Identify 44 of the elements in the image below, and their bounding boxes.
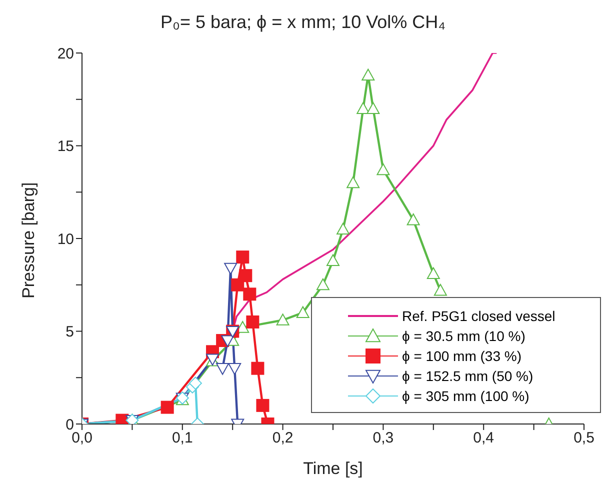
point bbox=[376, 163, 390, 176]
x-tick-label: 0,5 bbox=[574, 430, 594, 447]
point bbox=[362, 68, 375, 81]
point bbox=[239, 269, 252, 282]
point bbox=[236, 250, 250, 264]
x-axis-title: Time [s] bbox=[303, 459, 363, 478]
point bbox=[276, 314, 290, 326]
point bbox=[366, 102, 380, 114]
point bbox=[160, 400, 174, 414]
x-tick-label: 0,4 bbox=[473, 430, 494, 447]
point bbox=[216, 363, 230, 375]
point bbox=[228, 363, 242, 375]
y-axis-title: Pressure [barg] bbox=[19, 182, 38, 298]
x-tick-label: 0,0 bbox=[72, 430, 92, 447]
point bbox=[406, 213, 420, 226]
point bbox=[188, 376, 202, 390]
x-tick-label: 0,1 bbox=[172, 430, 193, 447]
point bbox=[426, 267, 440, 280]
point bbox=[224, 262, 238, 275]
chart-title: P₀= 5 bara; ϕ = x mm; 10 Vol% CH₄ bbox=[159, 12, 446, 33]
y-tick-label: 20 bbox=[57, 45, 74, 62]
point bbox=[251, 362, 264, 375]
point bbox=[336, 222, 350, 235]
point bbox=[346, 176, 360, 188]
legend-label: ϕ = 30.5 mm (10 %) bbox=[402, 328, 526, 344]
legend-label: ϕ = 100 mm (33 %) bbox=[402, 348, 522, 364]
point bbox=[221, 335, 234, 348]
point bbox=[246, 315, 260, 328]
y-tick-label: 0 bbox=[66, 416, 74, 434]
legend-label: ϕ = 305 mm (100 %) bbox=[402, 388, 530, 404]
point bbox=[296, 306, 310, 318]
point bbox=[356, 102, 370, 114]
point bbox=[256, 398, 270, 412]
point bbox=[243, 288, 256, 301]
y-tick-label: 10 bbox=[57, 230, 74, 248]
x-tick-label: 0,3 bbox=[372, 430, 394, 447]
y-tick-label: 5 bbox=[66, 324, 74, 341]
x-tick-label: 0,2 bbox=[272, 430, 294, 447]
point bbox=[434, 284, 447, 296]
point bbox=[326, 254, 340, 266]
y-tick-label: 15 bbox=[57, 138, 74, 156]
legend-label: ϕ = 152.5 mm (50 %) bbox=[402, 368, 534, 384]
legend-label: Ref. P5G1 closed vessel bbox=[402, 308, 556, 324]
point bbox=[316, 278, 330, 290]
